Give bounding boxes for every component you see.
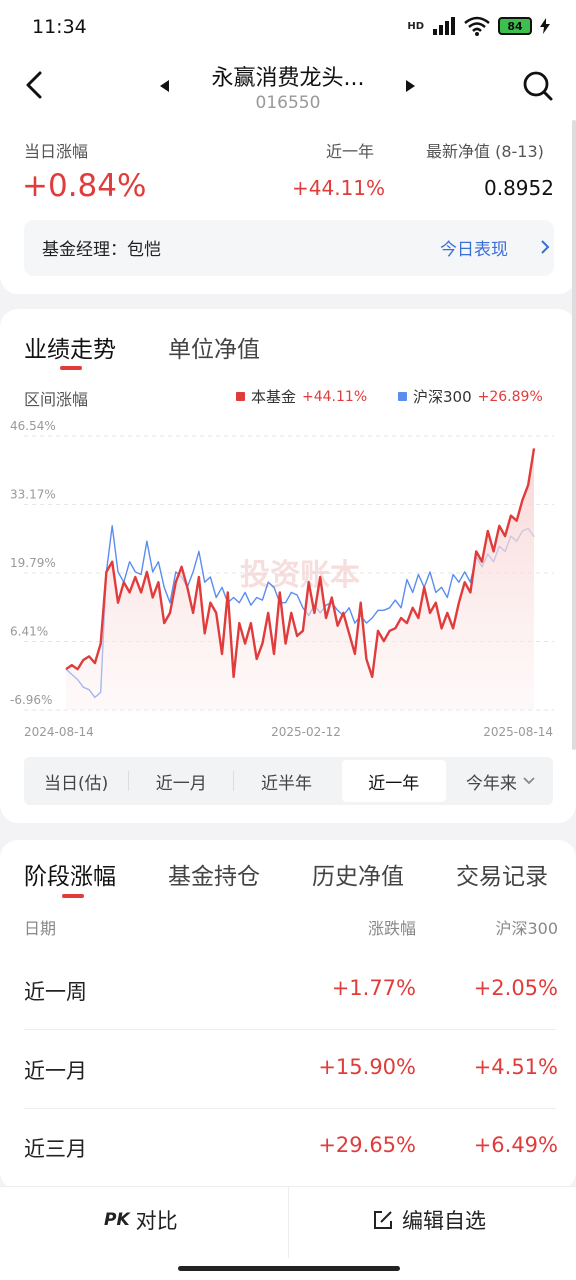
scrollbar[interactable] bbox=[572, 120, 576, 750]
wifi-icon bbox=[464, 16, 490, 36]
y-tick-label: -6.96% bbox=[10, 693, 52, 707]
tab-history-nav[interactable]: 历史净值 bbox=[312, 864, 404, 890]
bottom-divider bbox=[288, 1186, 289, 1258]
legend-index-label: 沪深300 bbox=[413, 388, 472, 406]
legend-fund-value: +44.11% bbox=[302, 388, 368, 405]
range-change-label: 区间涨幅 bbox=[24, 390, 89, 409]
prev-fund-icon[interactable] bbox=[160, 80, 169, 92]
hd-icon: HD bbox=[407, 20, 424, 32]
row-index: +6.49% bbox=[473, 1133, 558, 1157]
daily-change-value: +0.84% bbox=[22, 168, 147, 204]
col-index: 沪深300 bbox=[495, 919, 558, 938]
tab-trade-records[interactable]: 交易记录 bbox=[456, 864, 548, 890]
row-change: +29.65% bbox=[318, 1133, 416, 1157]
row-label: 近一月 bbox=[24, 1059, 87, 1083]
home-indicator[interactable] bbox=[178, 1266, 400, 1271]
chevron-right-icon bbox=[541, 240, 550, 254]
charging-icon bbox=[540, 18, 550, 34]
range-divider bbox=[233, 771, 235, 791]
series-line-0 bbox=[65, 448, 536, 679]
tab-performance[interactable]: 业绩走势 bbox=[24, 337, 116, 363]
range-selector: 当日(估) 近一月 近半年 近一年 今年来 bbox=[24, 757, 553, 805]
performance-chart[interactable]: 46.54% 33.17% 19.79% 6.41% -6.96% 2024-08-14 2… bbox=[0, 420, 576, 745]
year-change-label: 近一年 bbox=[326, 142, 375, 161]
range-divider bbox=[128, 771, 130, 791]
row-label: 近三月 bbox=[24, 1137, 87, 1161]
y-tick-label: 19.79% bbox=[10, 556, 56, 570]
row-change: +1.77% bbox=[331, 976, 416, 1000]
legend-fund: 本基金 +44.11% bbox=[236, 386, 367, 407]
series-line-1 bbox=[65, 525, 535, 699]
search-icon[interactable] bbox=[522, 70, 554, 102]
daily-change-label: 当日涨幅 bbox=[24, 142, 89, 161]
battery-icon: 84 bbox=[498, 17, 532, 35]
fund-code: 016550 bbox=[255, 93, 321, 113]
legend-index-swatch bbox=[398, 392, 407, 401]
y-tick-label: 6.41% bbox=[10, 625, 48, 639]
range-ytd-label: 今年来 bbox=[465, 773, 517, 794]
compare-label: 对比 bbox=[135, 1209, 178, 1233]
back-icon[interactable] bbox=[22, 70, 46, 100]
legend-fund-swatch bbox=[236, 392, 245, 401]
range-1m[interactable]: 近一月 bbox=[155, 773, 207, 794]
row-change: +15.90% bbox=[318, 1055, 416, 1079]
year-change-value: +44.11% bbox=[292, 176, 386, 200]
col-change: 涨跌幅 bbox=[367, 919, 416, 938]
nav-label: 最新净值 (8-13) bbox=[426, 142, 544, 161]
today-performance-link[interactable]: 今日表现 bbox=[440, 240, 508, 260]
tab-active-indicator bbox=[60, 366, 82, 370]
fund-name: 永赢消费龙头... bbox=[211, 66, 365, 91]
x-tick-label: 2025-02-12 bbox=[271, 725, 341, 739]
range-1y[interactable]: 近一年 bbox=[341, 760, 446, 802]
row-divider bbox=[24, 1029, 556, 1030]
x-tick-label: 2024-08-14 bbox=[24, 725, 94, 739]
tab-active-indicator bbox=[62, 894, 84, 898]
row-index: +2.05% bbox=[473, 976, 558, 1000]
y-tick-label: 46.54% bbox=[10, 420, 56, 433]
next-fund-icon[interactable] bbox=[406, 80, 415, 92]
pk-icon: PK bbox=[104, 1210, 130, 1230]
legend-index-value: +26.89% bbox=[477, 388, 543, 405]
x-tick-label: 2025-08-14 bbox=[483, 725, 553, 739]
range-today[interactable]: 当日(估) bbox=[43, 773, 109, 794]
edit-icon bbox=[374, 1211, 392, 1229]
tab-nav[interactable]: 单位净值 bbox=[168, 337, 260, 363]
manager-row[interactable]: 基金经理：包恺 今日表现 bbox=[24, 220, 554, 276]
range-ytd[interactable]: 今年来 bbox=[449, 760, 553, 802]
range-6m[interactable]: 近半年 bbox=[261, 773, 312, 794]
y-tick-label: 33.17% bbox=[10, 488, 56, 502]
legend-fund-label: 本基金 bbox=[251, 388, 297, 406]
watermark: 投资账本 bbox=[240, 558, 360, 593]
chevron-down-icon bbox=[523, 777, 535, 785]
col-date: 日期 bbox=[24, 919, 57, 938]
edit-watchlist-button[interactable]: 编辑自选 bbox=[372, 1205, 486, 1235]
compare-button[interactable]: PK 对比 bbox=[104, 1205, 178, 1235]
manager-name: 基金经理：包恺 bbox=[42, 240, 161, 260]
status-icons: HD 84 bbox=[407, 16, 550, 36]
row-label: 近一周 bbox=[24, 980, 87, 1004]
status-bar: 11:34 HD 84 bbox=[0, 0, 576, 56]
legend-index: 沪深300 +26.89% bbox=[398, 386, 543, 407]
nav-value: 0.8952 bbox=[484, 176, 554, 200]
row-divider bbox=[24, 1108, 556, 1109]
row-index: +4.51% bbox=[473, 1055, 558, 1079]
signal-icon bbox=[433, 17, 455, 35]
status-time: 11:34 bbox=[32, 16, 87, 38]
period-card bbox=[0, 840, 576, 1190]
series-area-0 bbox=[66, 448, 534, 710]
edit-watchlist-label: 编辑自选 bbox=[402, 1209, 486, 1233]
tab-period-change[interactable]: 阶段涨幅 bbox=[24, 864, 116, 890]
tab-holdings[interactable]: 基金持仓 bbox=[168, 864, 260, 890]
